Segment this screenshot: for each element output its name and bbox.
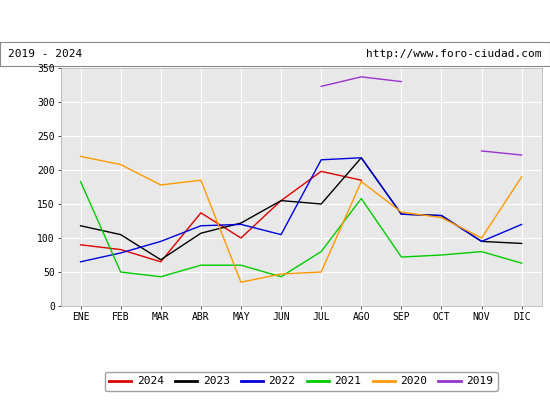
Text: 2019 - 2024: 2019 - 2024 [8, 49, 82, 59]
Legend: 2024, 2023, 2022, 2021, 2020, 2019: 2024, 2023, 2022, 2021, 2020, 2019 [104, 372, 498, 391]
Text: Evolucion Nº Turistas Extranjeros en el municipio de Moclín: Evolucion Nº Turistas Extranjeros en el … [78, 14, 472, 28]
Text: http://www.foro-ciudad.com: http://www.foro-ciudad.com [366, 49, 542, 59]
